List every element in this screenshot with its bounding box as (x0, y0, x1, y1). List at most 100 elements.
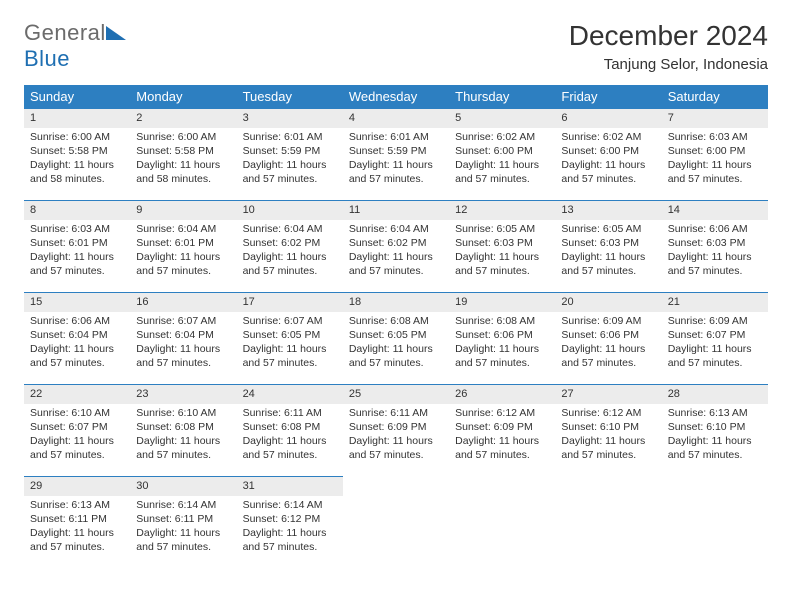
daylight-line: Daylight: 11 hours and 57 minutes. (30, 526, 124, 554)
day-content-cell (449, 496, 555, 563)
day-number-cell: 4 (343, 109, 449, 128)
day-number-cell: 25 (343, 385, 449, 404)
daylight-line: Daylight: 11 hours and 57 minutes. (349, 250, 443, 278)
sunset-line: Sunset: 6:06 PM (561, 328, 655, 342)
content-row: Sunrise: 6:03 AMSunset: 6:01 PMDaylight:… (24, 220, 768, 287)
weekday-header: Sunday (24, 85, 130, 109)
header: General Blue December 2024 Tanjung Selor… (24, 20, 768, 73)
daylight-line: Daylight: 11 hours and 57 minutes. (561, 434, 655, 462)
day-number-cell (449, 477, 555, 496)
day-content-cell: Sunrise: 6:06 AMSunset: 6:03 PMDaylight:… (662, 220, 768, 287)
day-number-cell: 18 (343, 293, 449, 312)
day-content-cell: Sunrise: 6:13 AMSunset: 6:10 PMDaylight:… (662, 404, 768, 471)
sunrise-line: Sunrise: 6:04 AM (349, 222, 443, 236)
day-content-cell: Sunrise: 6:00 AMSunset: 5:58 PMDaylight:… (24, 128, 130, 195)
sunset-line: Sunset: 6:03 PM (668, 236, 762, 250)
sunrise-line: Sunrise: 6:00 AM (30, 130, 124, 144)
daynum-row: 293031 (24, 477, 768, 496)
daylight-line: Daylight: 11 hours and 58 minutes. (136, 158, 230, 186)
content-row: Sunrise: 6:06 AMSunset: 6:04 PM Daylight:… (24, 312, 768, 379)
sunrise-line: Sunrise: 6:04 AM (136, 222, 230, 236)
sunset-line: Sunset: 6:08 PM (243, 420, 337, 434)
logo: General Blue (24, 20, 126, 72)
content-row: Sunrise: 6:00 AMSunset: 5:58 PMDaylight:… (24, 128, 768, 195)
daylight-line: Daylight: 11 hours and 57 minutes. (243, 250, 337, 278)
sunset-line: Sunset: 6:02 PM (349, 236, 443, 250)
day-content-cell: Sunrise: 6:04 AMSunset: 6:01 PMDaylight:… (130, 220, 236, 287)
sunrise-line: Sunrise: 6:11 AM (349, 406, 443, 420)
day-content-cell: Sunrise: 6:09 AMSunset: 6:06 PMDaylight:… (555, 312, 661, 379)
day-content-cell: Sunrise: 6:06 AMSunset: 6:04 PMDaylight:… (24, 312, 130, 379)
day-number-cell: 28 (662, 385, 768, 404)
sunset-line: Sunset: 6:10 PM (561, 420, 655, 434)
day-content-cell (555, 496, 661, 563)
sunset-line: Sunset: 5:59 PM (349, 144, 443, 158)
day-content-cell: Sunrise: 6:01 AMSunset: 5:59 PMDaylight:… (237, 128, 343, 195)
content-row: Sunrise: 6:13 AMSunset: 6:11 PMDaylight:… (24, 496, 768, 563)
day-number-cell: 27 (555, 385, 661, 404)
sunset-line: Sunset: 6:08 PM (136, 420, 230, 434)
day-number-cell: 30 (130, 477, 236, 496)
weekday-header: Friday (555, 85, 661, 109)
sunset-line: Sunset: 6:00 PM (561, 144, 655, 158)
day-content-cell (662, 496, 768, 563)
day-number-cell: 19 (449, 293, 555, 312)
day-number-cell: 14 (662, 201, 768, 220)
weekday-header: Wednesday (343, 85, 449, 109)
day-content-cell: Sunrise: 6:10 AMSunset: 6:08 PMDaylight:… (130, 404, 236, 471)
day-content-cell: Sunrise: 6:04 AMSunset: 6:02 PMDaylight:… (343, 220, 449, 287)
daylight-line: Daylight: 11 hours and 57 minutes. (243, 158, 337, 186)
day-content-cell: Sunrise: 6:04 AMSunset: 6:02 PMDaylight:… (237, 220, 343, 287)
sunset-line: Sunset: 6:07 PM (668, 328, 762, 342)
sunrise-line: Sunrise: 6:10 AM (30, 406, 124, 420)
sunset-line: Sunset: 6:01 PM (30, 236, 124, 250)
sunset-line: Sunset: 6:04 PM (30, 328, 124, 342)
day-content-cell: Sunrise: 6:07 AMSunset: 6:04 PMDaylight:… (130, 312, 236, 379)
sunset-line: Sunset: 6:05 PM (349, 328, 443, 342)
logo-word1: General (24, 20, 106, 45)
sunrise-line: Sunrise: 6:01 AM (243, 130, 337, 144)
daynum-row: 1234567 (24, 109, 768, 128)
day-number-cell: 21 (662, 293, 768, 312)
daylight-line: Daylight: 11 hours and 57 minutes. (243, 342, 337, 370)
sunrise-line: Sunrise: 6:02 AM (561, 130, 655, 144)
title-block: December 2024 Tanjung Selor, Indonesia (569, 20, 768, 73)
day-content-cell: Sunrise: 6:13 AMSunset: 6:11 PMDaylight:… (24, 496, 130, 563)
daylight-line: Daylight: 11 hours and 57 minutes. (668, 158, 762, 186)
sunrise-line: Sunrise: 6:08 AM (455, 314, 549, 328)
sunrise-line: Sunrise: 6:05 AM (561, 222, 655, 236)
day-content-cell: Sunrise: 6:03 AMSunset: 6:00 PMDaylight:… (662, 128, 768, 195)
day-content-cell (343, 496, 449, 563)
sunset-line: Sunset: 6:03 PM (561, 236, 655, 250)
sunset-line: Sunset: 6:07 PM (30, 420, 124, 434)
page-title: December 2024 (569, 20, 768, 52)
day-content-cell: Sunrise: 6:00 AMSunset: 5:58 PMDaylight:… (130, 128, 236, 195)
daynum-row: 15161718192021 (24, 293, 768, 312)
day-number-cell: 2 (130, 109, 236, 128)
daylight-line: Daylight: 11 hours and 57 minutes. (668, 342, 762, 370)
day-content-cell: Sunrise: 6:14 AMSunset: 6:12 PMDaylight:… (237, 496, 343, 563)
day-number-cell: 20 (555, 293, 661, 312)
day-number-cell: 31 (237, 477, 343, 496)
page-subtitle: Tanjung Selor, Indonesia (569, 56, 768, 73)
day-number-cell: 5 (449, 109, 555, 128)
day-number-cell: 22 (24, 385, 130, 404)
daylight-line: Daylight: 11 hours and 57 minutes. (30, 434, 124, 462)
sunset-line: Sunset: 6:11 PM (136, 512, 230, 526)
sunset-line: Sunset: 6:00 PM (455, 144, 549, 158)
sunset-line: Sunset: 6:11 PM (30, 512, 124, 526)
sunrise-line: Sunrise: 6:03 AM (668, 130, 762, 144)
day-content-cell: Sunrise: 6:08 AMSunset: 6:05 PMDaylight:… (343, 312, 449, 379)
weekday-header: Saturday (662, 85, 768, 109)
day-content-cell: Sunrise: 6:12 AMSunset: 6:09 PMDaylight:… (449, 404, 555, 471)
sunset-line: Sunset: 6:10 PM (668, 420, 762, 434)
day-number-cell: 1 (24, 109, 130, 128)
calendar-head: SundayMondayTuesdayWednesdayThursdayFrid… (24, 85, 768, 109)
day-number-cell: 17 (237, 293, 343, 312)
day-number-cell: 16 (130, 293, 236, 312)
day-number-cell (555, 477, 661, 496)
day-content-cell: Sunrise: 6:08 AMSunset: 6:06 PMDaylight:… (449, 312, 555, 379)
logo-text: General Blue (24, 20, 126, 72)
daylight-line: Daylight: 11 hours and 57 minutes. (30, 250, 124, 278)
sunrise-line: Sunrise: 6:06 AM (30, 314, 124, 328)
